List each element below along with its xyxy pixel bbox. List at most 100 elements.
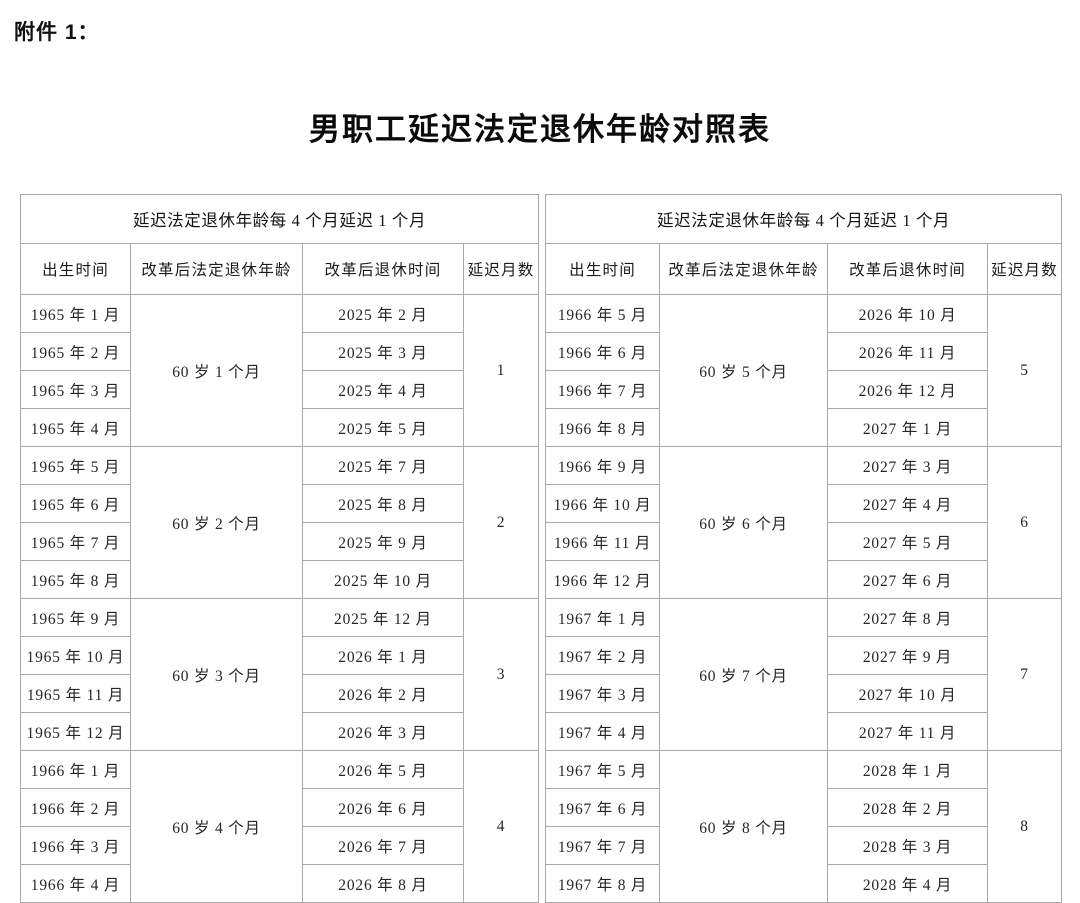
cell-birth-date: 1967 年 1 月 [545,598,661,637]
cell-birth-date: 1966 年 9 月 [545,446,661,485]
cell-retire-date: 2027 年 1 月 [827,408,989,447]
cell-retirement-age: 60 岁 3 个月 [130,598,303,751]
cell-retire-date: 2025 年 8 月 [302,484,464,523]
table-header-right: 延迟法定退休年龄每 4 个月延迟 1 个月 出生时间 改革后法定退休年龄 改革后… [545,194,1063,295]
cell-retire-date: 2025 年 4 月 [302,370,464,409]
column-header-retire-date: 改革后退休时间 [302,243,464,295]
cell-delay-months: 8 [987,750,1063,903]
cell-retire-date: 2028 年 2 月 [827,788,989,827]
cell-retire-date: 2026 年 6 月 [302,788,464,827]
cell-retire-date: 2025 年 2 月 [302,294,464,333]
cell-retire-date: 2026 年 2 月 [302,674,464,713]
cell-retire-date: 2027 年 5 月 [827,522,989,561]
cell-birth-date: 1966 年 7 月 [545,370,661,409]
cell-retire-date: 2026 年 10 月 [827,294,989,333]
cell-retirement-age: 60 岁 2 个月 [130,446,303,599]
cell-birth-date: 1966 年 1 月 [20,750,131,789]
cell-birth-date: 1966 年 4 月 [20,864,131,903]
cell-birth-date: 1967 年 8 月 [545,864,661,903]
cell-retire-date: 2027 年 3 月 [827,446,989,485]
span-header-row: 延迟法定退休年龄每 4 个月延迟 1 个月 [19,194,540,244]
cell-retire-date: 2027 年 6 月 [827,560,989,599]
cell-retire-date: 2026 年 1 月 [302,636,464,675]
cell-delay-months: 1 [462,294,540,447]
column-header-age: 改革后法定退休年龄 [130,243,303,295]
cell-retire-date: 2025 年 12 月 [302,598,464,637]
column-header-age: 改革后法定退休年龄 [659,243,829,295]
cell-retire-date: 2026 年 12 月 [827,370,989,409]
cell-retirement-age: 60 岁 6 个月 [659,446,829,599]
cell-retirement-age: 60 岁 5 个月 [659,294,829,447]
cell-retire-date: 2025 年 10 月 [302,560,464,599]
cell-birth-date: 1966 年 12 月 [545,560,661,599]
table-row: 1965 年 10 月 2026 年 1 月 [20,636,539,675]
cell-birth-date: 1965 年 2 月 [20,332,131,371]
cell-birth-date: 1966 年 10 月 [545,484,661,523]
cell-birth-date: 1966 年 11 月 [545,522,661,561]
cell-retirement-age: 60 岁 4 个月 [130,750,303,903]
cell-delay-months: 4 [462,750,540,903]
column-header-retire-date: 改革后退休时间 [827,243,989,295]
cell-retire-date: 2026 年 3 月 [302,712,464,751]
cell-birth-date: 1967 年 7 月 [545,826,661,865]
cell-birth-date: 1965 年 3 月 [20,370,131,409]
table-row: 1965 年 4 月 2025 年 5 月 [20,408,539,447]
cell-retire-date: 2025 年 5 月 [302,408,464,447]
cell-retire-date: 2027 年 10 月 [827,674,989,713]
cell-retire-date: 2027 年 4 月 [827,484,989,523]
cell-birth-date: 1966 年 3 月 [20,826,131,865]
table-row: 1967 年 3 月 2027 年 10 月 [545,674,1062,713]
table-row: 1965 年 7 月 2025 年 9 月 [20,522,539,561]
table-row: 1965 年 12 月 2026 年 3 月 [20,712,539,751]
table-header-left: 延迟法定退休年龄每 4 个月延迟 1 个月 出生时间 改革后法定退休年龄 改革后… [19,194,540,295]
page-title: 男职工延迟法定退休年龄对照表 [309,112,771,147]
cell-delay-months: 5 [987,294,1063,447]
retirement-age-table-left: 延迟法定退休年龄每 4 个月延迟 1 个月 出生时间 改革后法定退休年龄 改革后… [19,194,540,903]
cell-retirement-age: 60 岁 8 个月 [659,750,829,903]
table-row: 1966 年 10 月 2027 年 4 月 [545,484,1062,523]
cell-birth-date: 1967 年 6 月 [545,788,661,827]
column-header-birth: 出生时间 [545,243,661,295]
cell-retire-date: 2028 年 1 月 [827,750,989,789]
cell-birth-date: 1965 年 4 月 [20,408,131,447]
cell-birth-date: 1965 年 1 月 [20,294,131,333]
document-page: 附件 1： 男职工延迟法定退休年龄对照表 延迟法定退休年龄每 4 个月延迟 1 … [14,21,1063,903]
cell-delay-months: 7 [987,598,1063,751]
cell-birth-date: 1967 年 4 月 [545,712,661,751]
table-row: 1965 年 6 月 2025 年 8 月 [20,484,539,523]
cell-birth-date: 1965 年 6 月 [20,484,131,523]
cell-retire-date: 2027 年 11 月 [827,712,989,751]
cell-retire-date: 2025 年 9 月 [302,522,464,561]
cell-retirement-age: 60 岁 1 个月 [130,294,303,447]
comparison-tables-container: 延迟法定退休年龄每 4 个月延迟 1 个月 出生时间 改革后法定退休年龄 改革后… [19,194,1063,903]
cell-retire-date: 2028 年 3 月 [827,826,989,865]
table-row: 1965 年 3 月 2025 年 4 月 [20,370,539,409]
cell-birth-date: 1967 年 5 月 [545,750,661,789]
cell-birth-date: 1967 年 3 月 [545,674,661,713]
column-header-row: 出生时间 改革后法定退休年龄 改革后退休时间 延迟月数 [545,243,1063,295]
cell-retirement-age: 60 岁 7 个月 [659,598,829,751]
cell-retire-date: 2025 年 7 月 [302,446,464,485]
cell-retire-date: 2025 年 3 月 [302,332,464,371]
cell-retire-date: 2027 年 8 月 [827,598,989,637]
cell-birth-date: 1965 年 10 月 [20,636,131,675]
cell-birth-date: 1966 年 6 月 [545,332,661,371]
cell-birth-date: 1966 年 2 月 [20,788,131,827]
cell-delay-months: 2 [462,446,540,599]
cell-birth-date: 1967 年 2 月 [545,636,661,675]
cell-retire-date: 2027 年 9 月 [827,636,989,675]
table-row: 1965 年 8 月 2025 年 10 月 [20,560,539,599]
cell-birth-date: 1965 年 7 月 [20,522,131,561]
cell-birth-date: 1965 年 5 月 [20,446,131,485]
column-header-delay: 延迟月数 [987,243,1063,295]
cell-retire-date: 2028 年 4 月 [827,864,989,903]
span-header-row: 延迟法定退休年龄每 4 个月延迟 1 个月 [545,194,1063,244]
table-body-right: 1966 年 5 月 60 岁 5 个月 2026 年 10 月 5 1966 年 6 … [545,294,1063,903]
cell-birth-date: 1965 年 8 月 [20,560,131,599]
